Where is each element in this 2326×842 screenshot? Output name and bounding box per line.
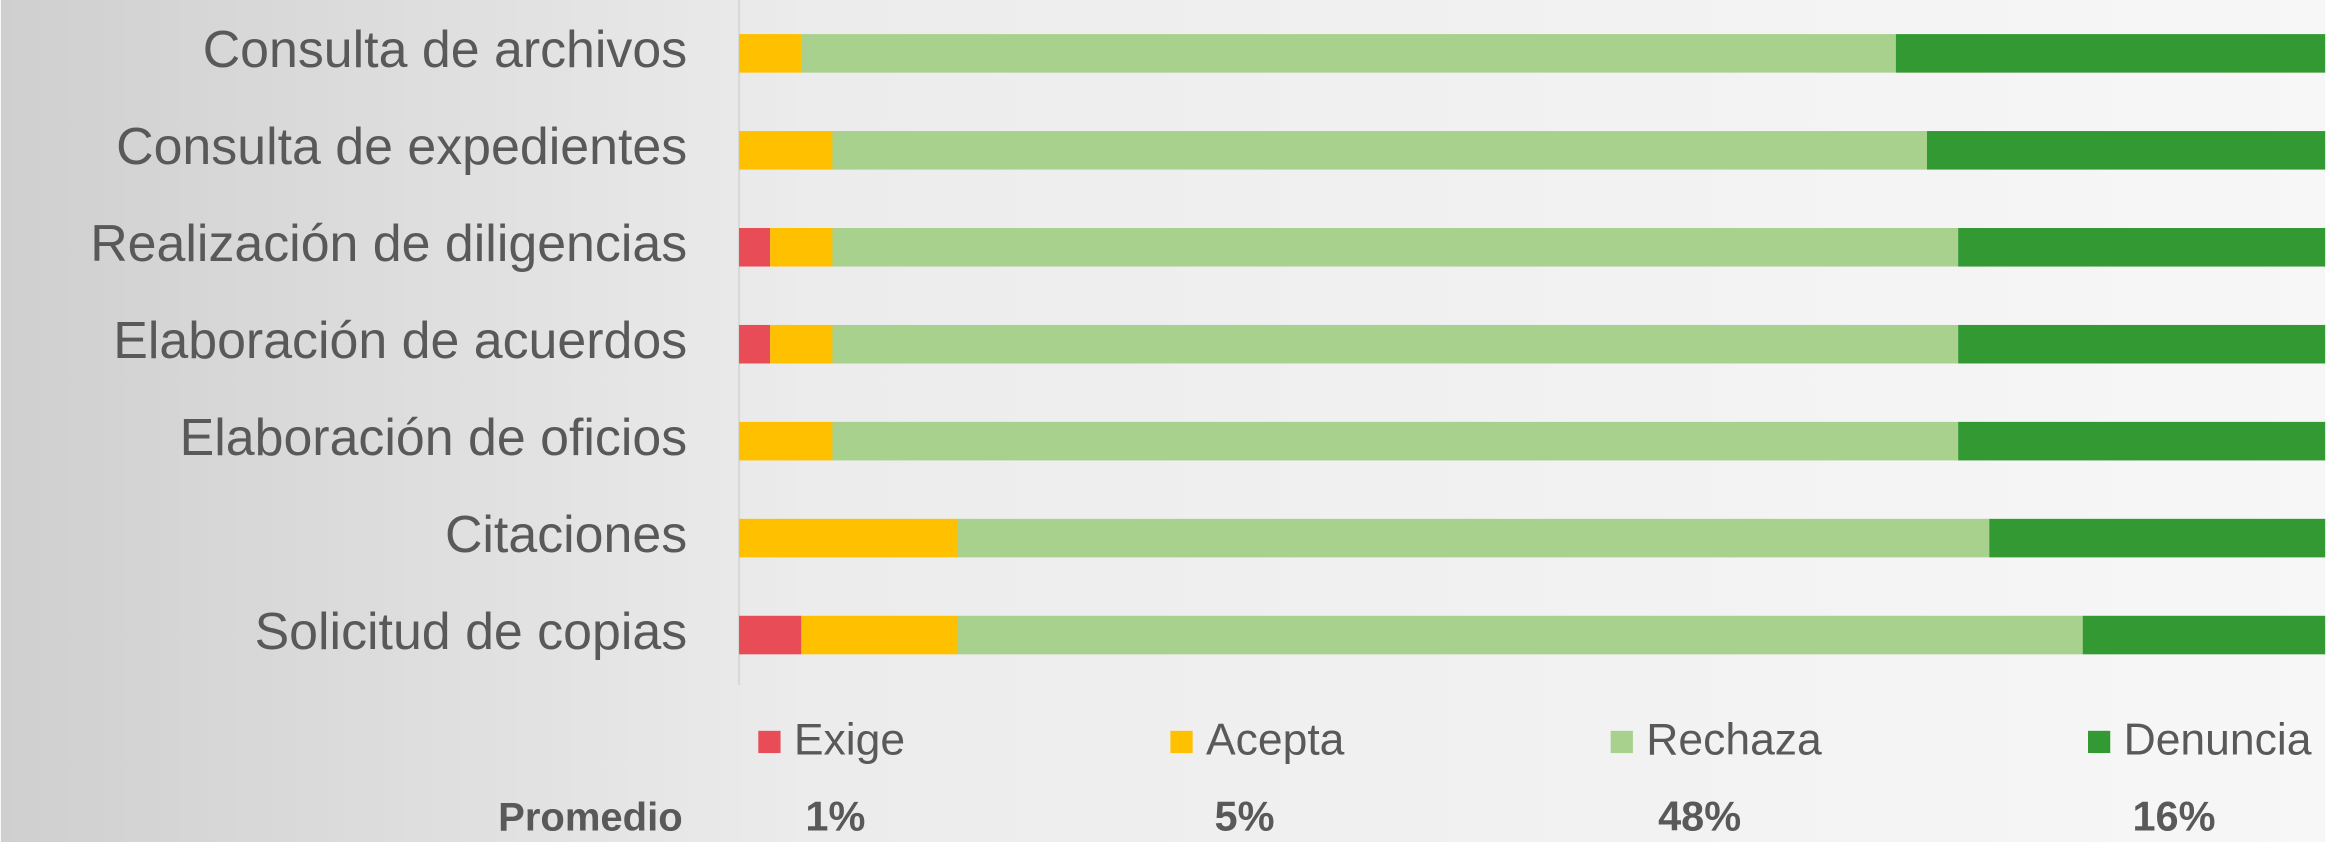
bar-segment [832,227,1959,267]
bar-segment [770,324,833,364]
bar-segment [770,227,833,267]
summary-value: 1% [805,793,865,840]
legend-label: Denuncia [2124,715,2312,764]
bar-segment [2082,615,2326,655]
summary-value: 16% [2132,793,2215,840]
bar-segment [957,518,1990,558]
bar-segment [1989,518,2326,558]
bar-segment [1958,227,2326,267]
bar-segment [801,34,1896,73]
summary-label: Promedio [498,795,683,839]
bar-segment [832,324,1959,364]
bar-segment [739,324,771,364]
bar-segment [1926,131,2326,170]
category-label: Realización de diligencias [90,214,687,272]
bar-segment [739,34,802,73]
legend-label: Exige [794,715,905,764]
bar-segment [1958,324,2326,364]
category-label: Consulta de archivos [203,20,687,78]
bar-segment [739,518,958,558]
category-label: Citaciones [445,505,687,563]
bar-segment [739,227,771,267]
category-label: Elaboración de acuerdos [113,311,687,369]
bar-segment [957,615,2083,655]
bar-segment [832,421,1959,461]
bar-segment [739,131,833,170]
legend-swatch [1610,730,1633,754]
legend-swatch [758,730,781,754]
summary-value: 5% [1215,793,1275,840]
bar-segment [739,421,833,461]
legend-label: Rechaza [1646,715,1822,764]
legend-label: Acepta [1206,715,1345,764]
legend-swatch [1170,730,1193,754]
category-label: Elaboración de oficios [180,408,688,466]
bar-segment [832,131,1927,170]
legend-swatch [2088,730,2111,754]
bar-segment [801,615,958,655]
bar-segment [1895,34,2326,73]
category-label: Solicitud de copias [255,602,688,660]
summary-value: 48% [1658,793,1741,840]
category-label: Consulta de expedientes [116,117,687,175]
bar-segment [739,615,802,655]
bar-segment [1958,421,2326,461]
